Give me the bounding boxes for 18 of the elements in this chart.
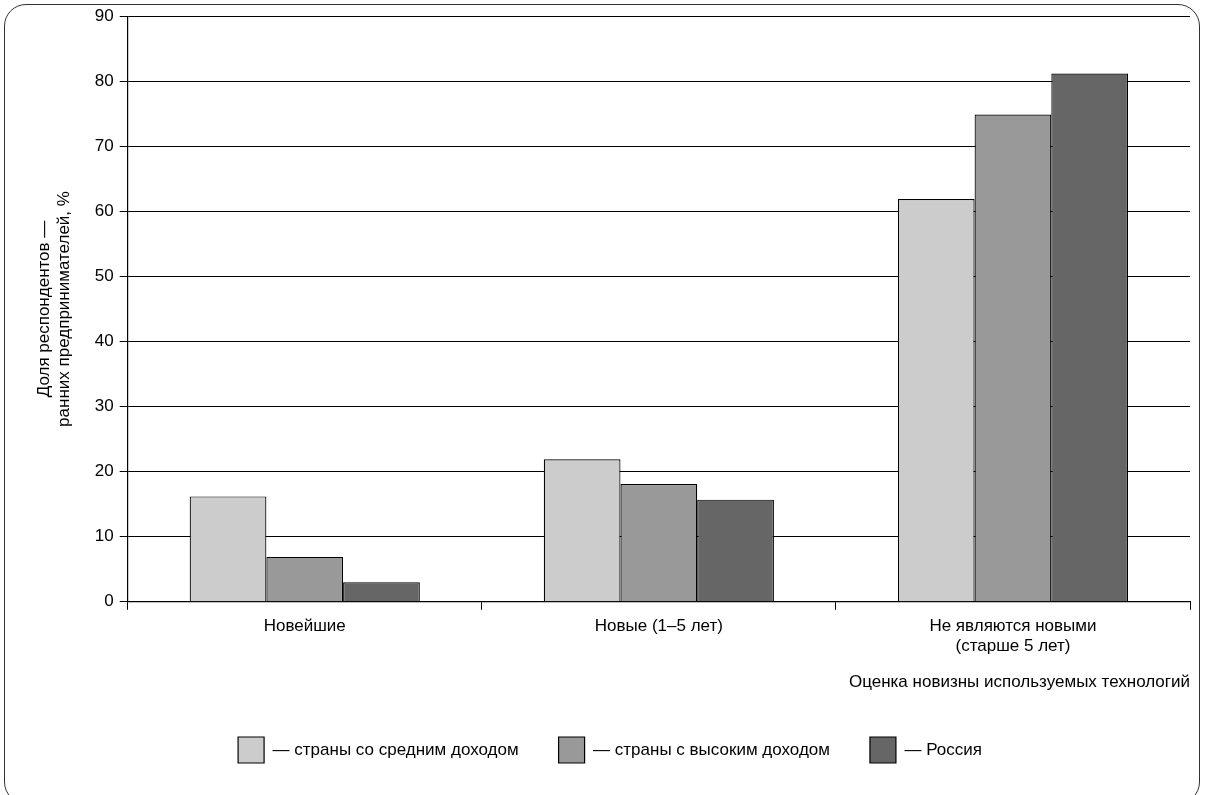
x-tick-label: Не являются новыми (старше 5 лет) — [929, 615, 1097, 656]
legend-label: — Россия — [904, 739, 982, 759]
y-tick-label: 40 — [94, 331, 114, 351]
y-tick-label: 60 — [94, 201, 114, 221]
y-axis-title: Доля респондентов — ранних предпринимателей, % — [33, 191, 74, 427]
x-axis-title: Оценка новизны используемых технологий — [848, 672, 1190, 692]
x-tick-label: Новые (1–5 лет) — [594, 615, 723, 635]
x-tick-label: Новейшие — [263, 615, 346, 635]
y-tick-label: 90 — [94, 5, 114, 25]
y-tick-label: 0 — [104, 591, 114, 611]
y-tick-label: 50 — [94, 266, 114, 286]
y-tick-label: 10 — [94, 526, 114, 546]
legend-label: — страны со средним доходом — [272, 739, 519, 759]
y-tick-label: 70 — [94, 136, 114, 156]
y-tick-label: 30 — [94, 396, 114, 416]
legend-label: — страны с высоким доходом — [593, 739, 830, 759]
y-tick-label: 80 — [94, 70, 114, 90]
y-tick-label: 20 — [94, 461, 114, 481]
